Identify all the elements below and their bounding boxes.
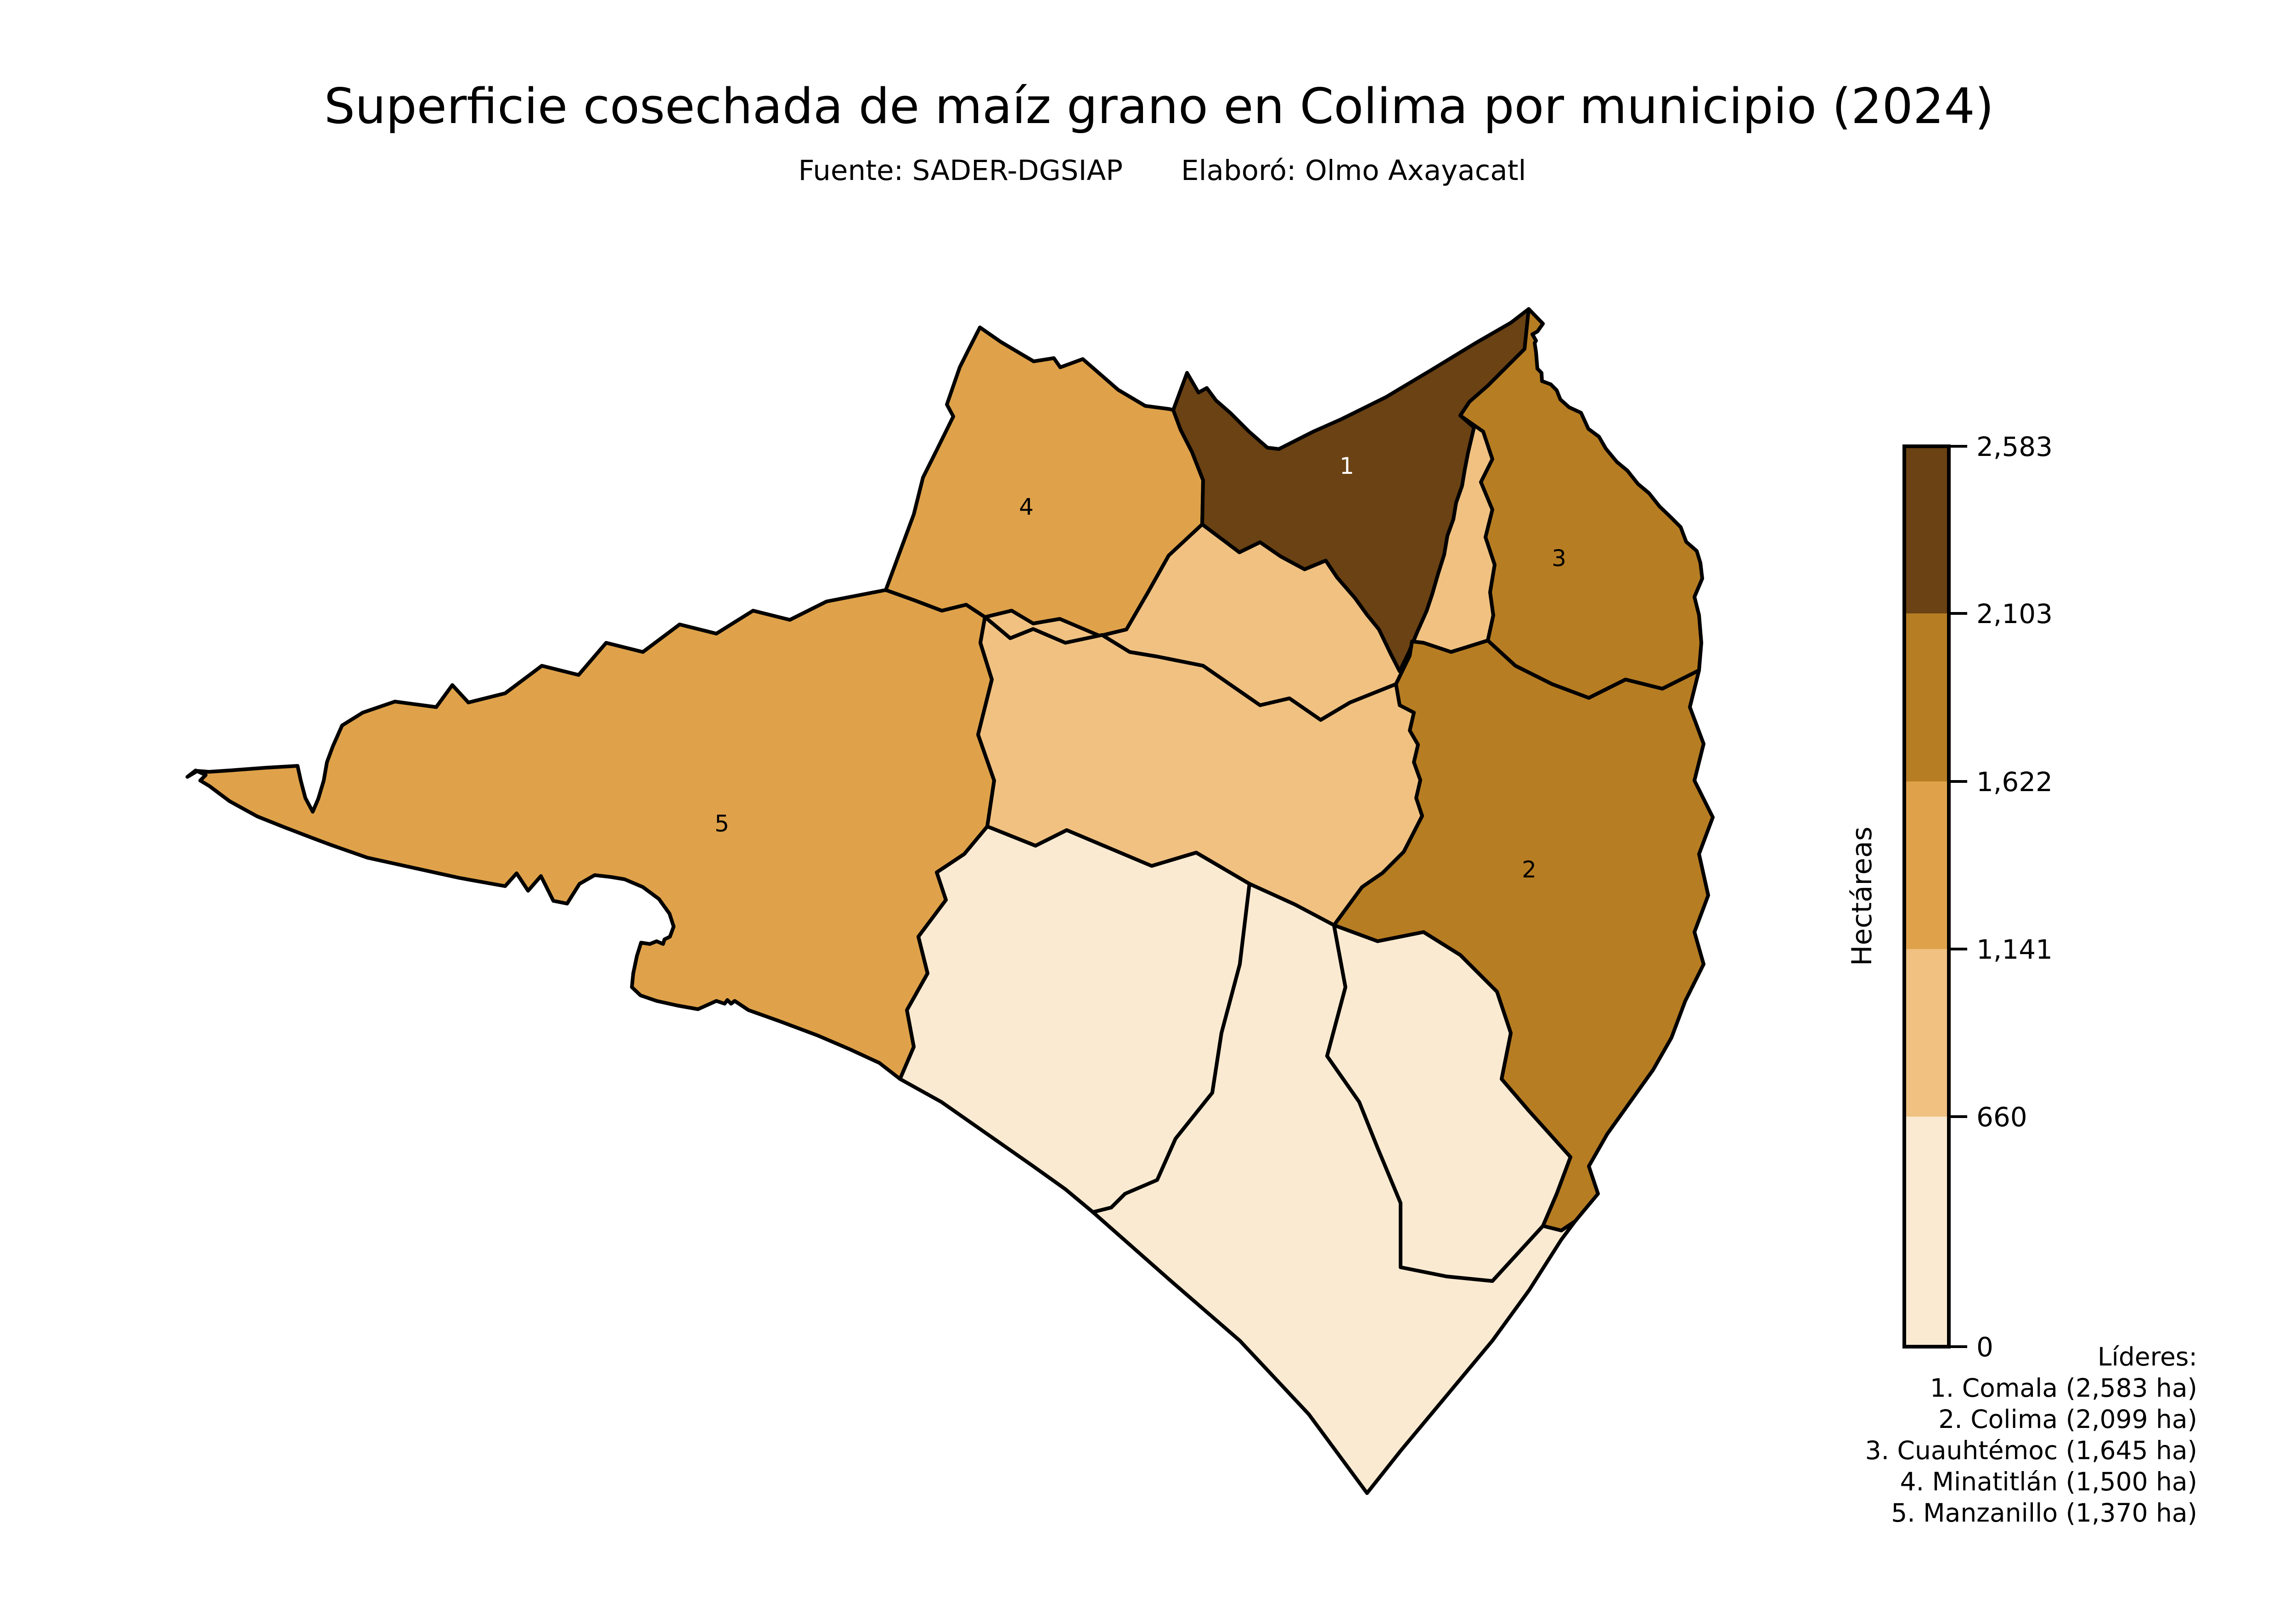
leaders-item-2: 2. Colima (2,099 ha) [1938,1405,2197,1434]
colorbar-segment-1 [1904,1117,1949,1347]
leaders-list: Líderes: 1. Comala (2,583 ha) 2. Colima … [1865,1342,2197,1528]
colorbar-tick-1141: 1,141 [1976,934,2053,965]
subtitle-source: Fuente: SADER-DGSIAP [799,154,1123,187]
page-title: Superficie cosechada de maíz grano en Co… [324,78,1994,135]
map-region-5-manzanillo [186,588,996,1081]
colorbar-segment-5 [1904,446,1949,613]
subtitle-author: Elaboró: Olmo Axayacatl [1181,154,1526,187]
colorbar-segment-2 [1904,949,1949,1117]
map-label-1: 1 [1339,453,1354,479]
colorbar: 2,583 2,103 1,622 1,141 660 0 Hectáreas [1846,431,2053,1363]
choropleth-map [186,307,1715,1495]
colorbar-segment-3 [1904,781,1949,949]
colorbar-ticks [1949,445,1967,1348]
leaders-item-5: 5. Manzanillo (1,370 ha) [1891,1498,2197,1528]
map-label-4: 4 [1019,494,1034,520]
colorbar-tick-2103: 2,103 [1976,598,2053,629]
map-rank-labels: 1 2 3 4 5 [715,453,1566,883]
leaders-heading: Líderes: [2098,1342,2197,1371]
colorbar-tick-1622: 1,622 [1976,766,2053,798]
colorbar-segment-4 [1904,613,1949,781]
map-label-2: 2 [1522,856,1536,883]
leaders-item-4: 4. Minatitlán (1,500 ha) [1900,1467,2197,1496]
map-label-5: 5 [715,810,729,837]
leaders-item-1: 1. Comala (2,583 ha) [1930,1373,2197,1403]
leaders-item-3: 3. Cuauhtémoc (1,645 ha) [1865,1436,2197,1465]
colorbar-tick-labels: 2,583 2,103 1,622 1,141 660 0 [1976,431,2053,1363]
colorbar-tick-660: 660 [1976,1101,2027,1133]
colorbar-tick-2583: 2,583 [1976,431,2053,462]
map-region-unlabeled-e [1325,923,1572,1283]
colorbar-tick-0: 0 [1976,1332,1993,1363]
colorbar-axis-label: Hectáreas [1846,826,1878,966]
colorbar-outline [1902,444,1951,1349]
map-region-3-cuauhtemoc [1458,307,1704,700]
map-label-3: 3 [1552,545,1566,572]
